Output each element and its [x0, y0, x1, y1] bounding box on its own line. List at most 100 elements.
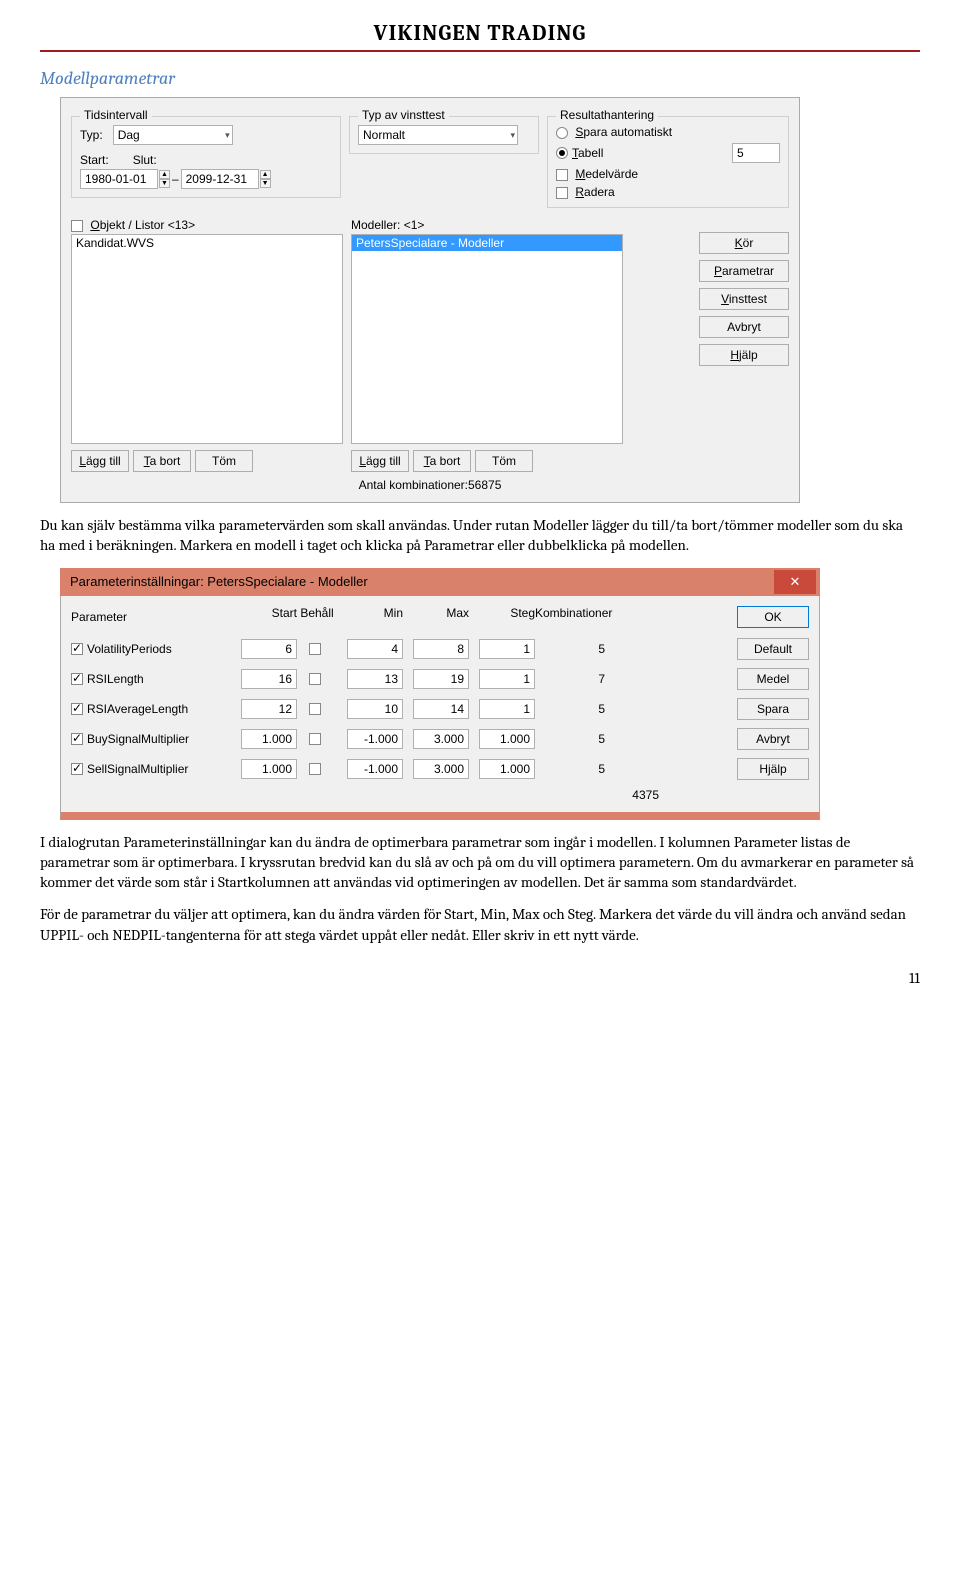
- title-rule: [40, 50, 920, 52]
- min-input[interactable]: [347, 699, 403, 719]
- steg-input[interactable]: [479, 639, 535, 659]
- ok-button[interactable]: OK: [737, 606, 809, 628]
- objekt-listbox[interactable]: Kandidat.WVS: [71, 234, 343, 444]
- max-input[interactable]: [413, 639, 469, 659]
- behall-checkbox[interactable]: [309, 763, 321, 775]
- table-row: BuySignalMultiplier 5 Avbryt: [71, 728, 809, 750]
- table-row: SellSignalMultiplier5Hjälp: [71, 758, 809, 780]
- start-input[interactable]: [241, 699, 297, 719]
- komb-value: 5: [535, 732, 615, 746]
- max-input[interactable]: [413, 669, 469, 689]
- start-input[interactable]: [241, 759, 297, 779]
- default-button[interactable]: Default: [737, 638, 809, 660]
- groupbox-result: Resultathantering Spara automatiskt Tabe…: [547, 116, 789, 208]
- avbryt-button[interactable]: Avbryt: [737, 728, 809, 750]
- lagg-till-button[interactable]: Lägg till: [351, 450, 409, 472]
- start-label: Start:: [80, 153, 109, 167]
- radera-checkbox[interactable]: [556, 187, 568, 199]
- behall-checkbox[interactable]: [309, 733, 321, 745]
- max-input[interactable]: [413, 759, 469, 779]
- titlebar-text: Parameterinställningar: PetersSpecialare…: [60, 574, 368, 589]
- steg-input[interactable]: [479, 699, 535, 719]
- param-checkbox[interactable]: [71, 733, 83, 745]
- body-paragraph: Du kan själv bestämma vilka parametervär…: [40, 515, 920, 556]
- date-dash: –: [172, 172, 179, 186]
- ta-bort-button[interactable]: Ta bort: [133, 450, 191, 472]
- komb-value: 5: [535, 642, 615, 656]
- dialog-vinsttest: Tidsintervall Typ: Dag ▾ Start: Slut: ▲▼: [60, 97, 800, 503]
- steg-input[interactable]: [479, 669, 535, 689]
- col-start: Start: [231, 606, 297, 628]
- behall-checkbox[interactable]: [309, 703, 321, 715]
- min-input[interactable]: [347, 639, 403, 659]
- start-date-input[interactable]: [80, 169, 158, 189]
- body-paragraph: För de parametrar du väljer att optimera…: [40, 904, 920, 945]
- behall-checkbox[interactable]: [309, 673, 321, 685]
- param-table: Parameter Start Behåll Min Max Steg Komb…: [71, 606, 809, 780]
- medel-button[interactable]: Medel: [737, 668, 809, 690]
- kor-button[interactable]: Kör: [699, 232, 789, 254]
- spin-up-icon[interactable]: ▲: [260, 170, 271, 179]
- col-komb: Kombinationer: [535, 606, 615, 628]
- slut-label: Slut:: [133, 153, 157, 167]
- ta-bort-button[interactable]: Ta bort: [413, 450, 471, 472]
- groupbox-title: Tidsintervall: [80, 108, 152, 122]
- section-heading: Modellparametrar: [40, 68, 920, 89]
- col-behall: Behåll: [297, 606, 337, 628]
- start-date-spinner[interactable]: ▲▼: [80, 169, 170, 189]
- spin-up-icon[interactable]: ▲: [159, 170, 170, 179]
- tabell-label: Tabell: [572, 146, 603, 160]
- komb-value: 5: [535, 762, 615, 776]
- chevron-down-icon: ▾: [506, 130, 515, 141]
- hjalp-button[interactable]: Hjälp: [737, 758, 809, 780]
- max-input[interactable]: [413, 729, 469, 749]
- slut-date-input[interactable]: [181, 169, 259, 189]
- spara-radio[interactable]: [556, 127, 568, 139]
- modeller-label: Modeller: <1>: [351, 218, 623, 232]
- modeller-listbox[interactable]: PetersSpecialare - Modeller: [351, 234, 623, 444]
- param-checkbox[interactable]: [71, 673, 83, 685]
- table-header: Parameter Start Behåll Min Max Steg Komb…: [71, 606, 809, 628]
- start-input[interactable]: [241, 639, 297, 659]
- list-item[interactable]: Kandidat.WVS: [72, 235, 342, 251]
- objekt-label: Objekt / Listor <13>: [90, 218, 195, 232]
- param-checkbox[interactable]: [71, 643, 83, 655]
- min-input[interactable]: [347, 729, 403, 749]
- medel-label: Medelvärde: [575, 167, 638, 181]
- tom-button[interactable]: Töm: [475, 450, 533, 472]
- slut-date-spinner[interactable]: ▲▼: [181, 169, 271, 189]
- medel-checkbox[interactable]: [556, 169, 568, 181]
- typ-select[interactable]: Dag ▾: [113, 125, 233, 145]
- tabell-value-input[interactable]: [732, 143, 780, 163]
- objekt-column: Objekt / Listor <13> Kandidat.WVS Lägg t…: [71, 218, 343, 472]
- radera-label: Radera: [575, 185, 614, 199]
- steg-input[interactable]: [479, 759, 535, 779]
- start-input[interactable]: [241, 669, 297, 689]
- tabell-radio[interactable]: [556, 147, 568, 159]
- spin-down-icon[interactable]: ▼: [159, 179, 170, 188]
- parametrar-button[interactable]: Parametrar: [699, 260, 789, 282]
- param-name: BuySignalMultiplier: [87, 732, 189, 746]
- avbryt-button[interactable]: Avbryt: [699, 316, 789, 338]
- min-input[interactable]: [347, 759, 403, 779]
- spara-button[interactable]: Spara: [737, 698, 809, 720]
- behall-checkbox[interactable]: [309, 643, 321, 655]
- komb-value: 7: [535, 672, 615, 686]
- steg-input[interactable]: [479, 729, 535, 749]
- hjalp-button[interactable]: Hjälp: [699, 344, 789, 366]
- col-max: Max: [403, 606, 469, 628]
- max-input[interactable]: [413, 699, 469, 719]
- param-checkbox[interactable]: [71, 763, 83, 775]
- objekt-checkbox[interactable]: [71, 220, 83, 232]
- tom-button[interactable]: Töm: [195, 450, 253, 472]
- start-input[interactable]: [241, 729, 297, 749]
- close-button[interactable]: ✕: [774, 570, 816, 594]
- list-item[interactable]: PetersSpecialare - Modeller: [352, 235, 622, 251]
- table-row: VolatilityPeriods5Default: [71, 638, 809, 660]
- spin-down-icon[interactable]: ▼: [260, 179, 271, 188]
- lagg-till-button[interactable]: Lägg till: [71, 450, 129, 472]
- vinsttest-button[interactable]: Vinsttest: [699, 288, 789, 310]
- vinsttest-select[interactable]: Normalt ▾: [358, 125, 518, 145]
- param-checkbox[interactable]: [71, 703, 83, 715]
- min-input[interactable]: [347, 669, 403, 689]
